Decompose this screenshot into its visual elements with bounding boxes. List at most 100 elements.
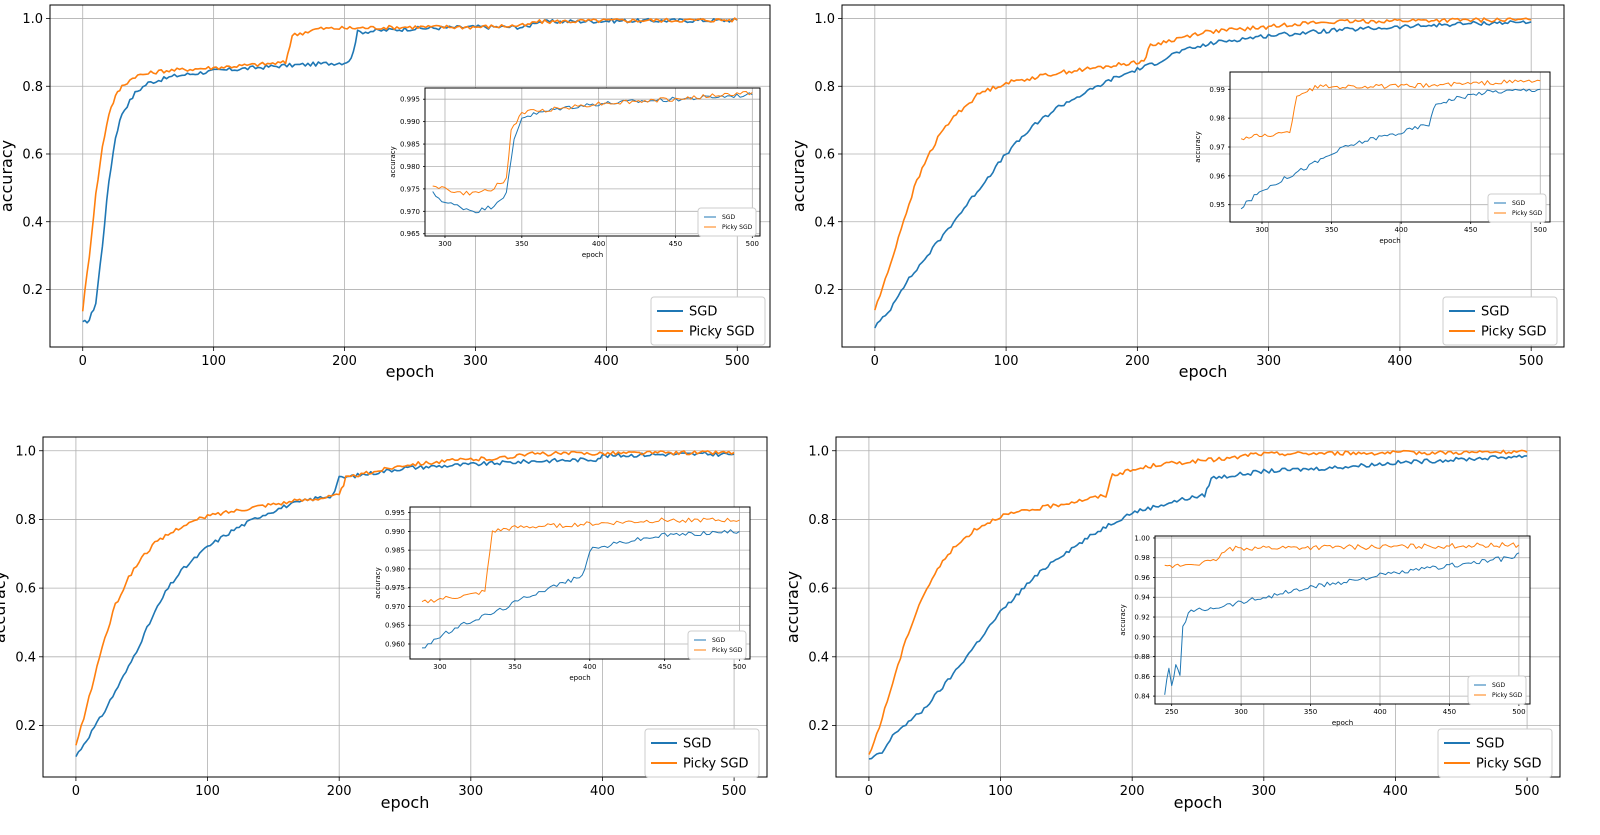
inset-chart-2: 300 350 400 450 500 0.95 0.96 0.97 0.98 0.99 epoch… — [1194, 71, 1551, 245]
inset-chart-1: 300 350 400 450 500 0.965 0.970 0.975 0.980 0.985… — [389, 87, 761, 259]
inset-series-line-sgd — [422, 529, 740, 649]
x-tick-label: 500 — [746, 240, 759, 248]
y-tick-label: 0.6 — [808, 582, 829, 597]
y-tick-label: 0.86 — [1134, 673, 1150, 681]
y-tick-label: 0.6 — [814, 148, 835, 163]
y-axis-label: accuracy — [783, 571, 802, 643]
legend-label: Picky SGD — [689, 325, 755, 340]
x-tick-label: 500 — [733, 663, 746, 671]
y-tick-label: 0.4 — [22, 215, 43, 230]
plot-frame — [409, 506, 751, 660]
y-tick-label: 0.990 — [385, 528, 405, 536]
x-tick-label: 0 — [79, 354, 87, 369]
inset-series-line-picky-sgd — [1240, 79, 1541, 141]
legend-label: SGD — [1512, 200, 1525, 207]
x-tick-label: 400 — [594, 354, 619, 369]
inset-series-line-picky-sgd — [432, 91, 753, 196]
y-tick-label: 0.84 — [1134, 693, 1150, 701]
y-tick-label: 1.0 — [808, 444, 829, 459]
plot-frame — [424, 87, 761, 237]
x-tick-label: 450 — [1464, 226, 1477, 234]
series-line-sgd — [868, 454, 1528, 760]
x-tick-label: 200 — [327, 784, 352, 799]
legend-box — [687, 630, 747, 660]
y-tick-label: 0.98 — [1209, 115, 1225, 123]
x-tick-label: 350 — [1325, 226, 1338, 234]
series-line-picky-sgd — [874, 17, 1532, 311]
legend: SGD Picky SGD — [650, 296, 766, 346]
legend-box — [644, 728, 760, 778]
y-tick-label: 0.2 — [814, 283, 835, 298]
y-tick-label: 0.8 — [22, 80, 43, 95]
x-tick-label: 200 — [332, 354, 357, 369]
plot-frame — [42, 436, 768, 778]
y-axis-label: accuracy — [0, 140, 16, 212]
y-tick-label: 0.99 — [1209, 86, 1225, 94]
x-tick-label: 0 — [865, 784, 873, 799]
x-axis-label: epoch — [381, 793, 430, 812]
legend-label: Picky SGD — [722, 224, 753, 231]
x-tick-label: 500 — [1534, 226, 1547, 234]
y-tick-label: 1.00 — [1134, 534, 1150, 542]
inset-y-axis-label: accuracy — [389, 146, 397, 178]
y-tick-label: 0.970 — [400, 208, 420, 216]
x-tick-label: 300 — [1255, 226, 1268, 234]
y-tick-label: 0.98 — [1134, 554, 1150, 562]
x-tick-label: 400 — [583, 663, 596, 671]
legend-label: Picky SGD — [1512, 210, 1543, 217]
legend-label: Picky SGD — [1481, 325, 1547, 340]
x-tick-label: 500 — [1515, 784, 1540, 799]
x-tick-label: 350 — [515, 240, 528, 248]
x-tick-label: 500 — [1519, 354, 1544, 369]
legend: SGD Picky SGD — [1442, 296, 1558, 346]
x-tick-label: 300 — [458, 784, 483, 799]
y-tick-label: 0.990 — [400, 118, 420, 126]
x-tick-label: 400 — [592, 240, 605, 248]
x-tick-label: 100 — [201, 354, 226, 369]
x-axis-label: epoch — [1179, 362, 1228, 381]
y-tick-label: 0.985 — [385, 547, 405, 555]
inset-series-line-sgd — [1164, 552, 1520, 695]
x-tick-label: 300 — [1256, 354, 1281, 369]
y-tick-label: 0.970 — [385, 603, 405, 611]
plot-frame — [1229, 71, 1551, 223]
y-tick-label: 1.0 — [814, 12, 835, 27]
x-tick-label: 400 — [1383, 784, 1408, 799]
y-tick-label: 0.975 — [385, 584, 405, 592]
y-tick-label: 0.980 — [385, 565, 405, 573]
x-tick-label: 100 — [195, 784, 220, 799]
y-tick-label: 0.94 — [1134, 594, 1150, 602]
inset-legend: SGD Picky SGD — [1487, 193, 1547, 223]
legend-label: SGD — [1481, 305, 1509, 320]
inset-legend: SGD Picky SGD — [687, 630, 747, 660]
x-tick-label: 100 — [994, 354, 1019, 369]
plot-frame — [841, 4, 1565, 348]
x-tick-label: 400 — [1394, 226, 1407, 234]
y-tick-label: 0.4 — [814, 215, 835, 230]
y-tick-label: 0.88 — [1134, 653, 1150, 661]
inset-x-axis-label: epoch — [1379, 237, 1400, 245]
y-tick-label: 0.2 — [22, 283, 43, 298]
legend-box — [1467, 675, 1527, 705]
inset-chart-3: 300 350 400 450 500 0.960 0.965 0.970 0.975 0.980… — [374, 506, 751, 682]
x-tick-label: 300 — [1251, 784, 1276, 799]
x-tick-label: 500 — [722, 784, 747, 799]
inset-series-line-picky-sgd — [1164, 542, 1520, 569]
y-tick-label: 0.965 — [385, 622, 405, 630]
legend-label: SGD — [1476, 737, 1504, 752]
legend-label: Picky SGD — [712, 647, 743, 654]
x-tick-label: 350 — [508, 663, 521, 671]
y-tick-label: 0.8 — [808, 513, 829, 528]
x-tick-label: 450 — [658, 663, 671, 671]
y-axis-label: accuracy — [0, 571, 9, 643]
legend-label: SGD — [712, 637, 725, 644]
inset-legend: SGD Picky SGD — [1467, 675, 1527, 705]
y-tick-label: 0.96 — [1209, 172, 1225, 180]
y-tick-label: 0.92 — [1134, 613, 1150, 621]
x-tick-label: 350 — [1304, 708, 1317, 716]
legend: SGD Picky SGD — [1437, 728, 1553, 778]
series-line-sgd — [874, 20, 1532, 329]
series-line-picky-sgd — [81, 17, 738, 312]
series-line-picky-sgd — [868, 449, 1528, 755]
x-tick-label: 300 — [463, 354, 488, 369]
